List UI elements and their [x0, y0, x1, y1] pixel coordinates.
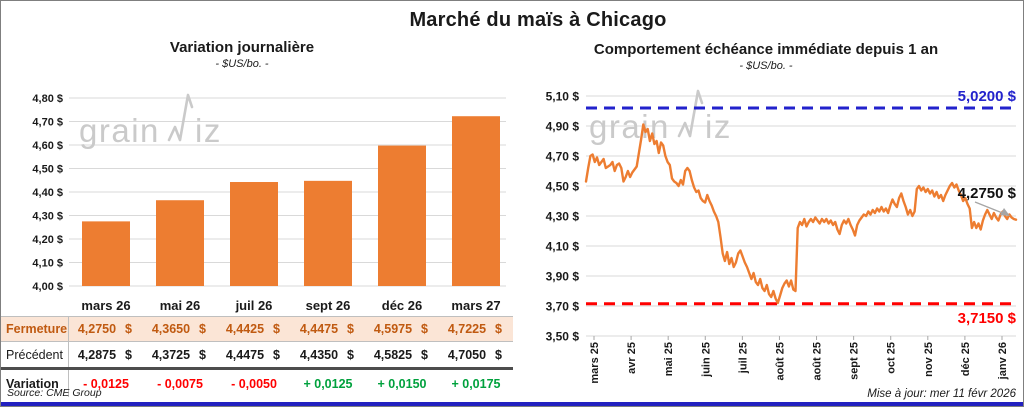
- svg-text:4,20 $: 4,20 $: [32, 234, 63, 246]
- page-title: Marché du maïs à Chicago: [409, 9, 667, 31]
- bar-chart-subtitle: - $US/bo. -: [215, 58, 269, 70]
- table-header-row: mars 26 mai 26 juil 26 sept 26 déc 26 ma…: [1, 295, 513, 316]
- line-chart-grid: 5,10 $ 4,90 $ 4,70 $ 4,50 $ 4,30 $ 4,10 $ 3,90…: [546, 90, 1016, 344]
- close-value: 4,5975 $: [373, 322, 428, 336]
- close-value: 4,4425 $: [225, 322, 280, 336]
- svg-text:iz: iz: [705, 108, 732, 145]
- column-header: mars 27: [451, 298, 501, 313]
- bar-chart-grid: 4,80 $ 4,70 $ 4,60 $ 4,50 $ 4,40 $ 4,30 $ 4,20…: [32, 93, 506, 293]
- variation-value: + 0,0175: [451, 376, 501, 391]
- table-row-variation: Variation - 0,0125 - 0,0075 - 0,0050 + 0…: [1, 367, 513, 397]
- table-row-previous: Précédent 4,2875 $ 4,3725 $ 4,4475 $ 4,4350…: [1, 342, 513, 367]
- close-value: 4,7225 $: [447, 322, 502, 336]
- close-value: 4,2750 $: [77, 322, 132, 336]
- svg-text:4,10 $: 4,10 $: [32, 258, 63, 270]
- update-note: Mise à jour: mer 11 févr 2026: [867, 388, 1016, 400]
- svg-text:4,00 $: 4,00 $: [32, 281, 63, 293]
- svg-text:4,30 $: 4,30 $: [546, 210, 580, 224]
- column-header: mai 26: [159, 298, 201, 313]
- corner-cell: [1, 295, 69, 316]
- svg-text:4,50 $: 4,50 $: [546, 180, 580, 194]
- svg-text:4,90 $: 4,90 $: [546, 120, 580, 134]
- variation-value: + 0,0150: [377, 376, 427, 391]
- variation-value: + 0,0125: [303, 376, 353, 391]
- svg-text:grain: grain: [79, 112, 160, 149]
- column-header: mars 26: [81, 298, 131, 313]
- x-tick-label: nov 25: [923, 342, 935, 377]
- previous-value: 4,4475 $: [225, 347, 280, 362]
- svg-text:4,70 $: 4,70 $: [32, 117, 63, 129]
- lower-ref-label: 3,7150 $: [958, 310, 1017, 327]
- x-tick-label: janv 26: [997, 342, 1009, 380]
- bar-sept 26: [304, 180, 352, 286]
- daily-variation-bar-chart: 4,80 $ 4,70 $ 4,60 $ 4,50 $ 4,40 $ 4,30 $ 4,20…: [32, 93, 506, 293]
- bar-déc 26: [378, 145, 426, 286]
- x-axis-labels: mars 25 avr 25 mai 25 juin 25 juil 25 août 25…: [589, 336, 1009, 384]
- svg-text:4,40 $: 4,40 $: [32, 187, 63, 199]
- bottom-accent-bar: [1, 402, 1023, 406]
- bar-series: [82, 116, 500, 287]
- grainwiz-watermark-right: grain iz: [589, 89, 732, 145]
- grainwiz-watermark-left: grain iz: [79, 93, 222, 149]
- bar-juil 26: [230, 182, 278, 286]
- last-value-callout: 4,2750 $: [958, 185, 1017, 216]
- svg-text:3,70 $: 3,70 $: [546, 300, 580, 314]
- line-chart-title: Comportement échéance immédiate depuis 1…: [593, 41, 939, 58]
- bar-mars 26: [82, 221, 130, 286]
- table-row-close: Fermeture 4,2750 $ 4,3650 $ 4,4425 $ 4,4475…: [1, 316, 513, 342]
- x-tick-label: déc 25: [960, 342, 972, 376]
- close-value: 4,3650 $: [151, 322, 206, 336]
- x-tick-label: juil 25: [737, 342, 749, 374]
- svg-text:4,70 $: 4,70 $: [546, 150, 580, 164]
- previous-value: 4,4350 $: [299, 347, 354, 362]
- svg-text:4,30 $: 4,30 $: [32, 211, 63, 223]
- upper-ref-label: 5,0200 $: [958, 88, 1017, 105]
- svg-text:5,10 $: 5,10 $: [546, 90, 580, 104]
- column-header: déc 26: [381, 298, 423, 313]
- variation-value: - 0,0075: [157, 376, 203, 391]
- svg-text:3,90 $: 3,90 $: [546, 270, 580, 284]
- reference-lines: 5,0200 $ 3,7150 $: [586, 88, 1017, 327]
- svg-text:grain: grain: [589, 108, 670, 145]
- column-header: sept 26: [305, 298, 351, 313]
- x-tick-label: mai 25: [663, 342, 675, 376]
- x-tick-label: oct 25: [886, 342, 898, 374]
- quotes-table: mars 26 mai 26 juil 26 sept 26 déc 26 ma…: [1, 295, 513, 397]
- row-label-variation: Variation: [1, 370, 69, 397]
- previous-value: 4,3725 $: [151, 347, 206, 362]
- price-line: [584, 123, 1018, 305]
- bar-mai 26: [156, 200, 204, 286]
- x-tick-label: mars 25: [589, 342, 601, 384]
- last-value-label: 4,2750 $: [958, 185, 1017, 202]
- previous-value: 4,7050 $: [447, 347, 502, 362]
- close-value: 4,4475 $: [299, 322, 354, 336]
- svg-text:3,50 $: 3,50 $: [546, 330, 580, 344]
- column-header: juil 26: [235, 298, 273, 313]
- x-tick-label: avr 25: [626, 342, 638, 374]
- line-chart-subtitle: - $US/bo. -: [739, 60, 793, 72]
- svg-text:4,10 $: 4,10 $: [546, 240, 580, 254]
- x-tick-label: sept 25: [849, 342, 861, 380]
- x-tick-label: juin 25: [700, 342, 712, 378]
- svg-text:iz: iz: [195, 112, 222, 149]
- row-label-close: Fermeture: [1, 317, 69, 341]
- svg-text:4,80 $: 4,80 $: [32, 93, 63, 105]
- bar-chart-title: Variation journalière: [169, 39, 315, 56]
- x-tick-label: août 25: [812, 342, 824, 381]
- variation-value: - 0,0050: [231, 376, 277, 391]
- variation-value: - 0,0125: [83, 376, 129, 391]
- svg-text:4,50 $: 4,50 $: [32, 164, 63, 176]
- previous-value: 4,2875 $: [77, 347, 132, 362]
- x-tick-label: août 25: [774, 342, 786, 381]
- previous-value: 4,5825 $: [373, 347, 428, 362]
- row-label-previous: Précédent: [1, 342, 69, 367]
- svg-text:4,60 $: 4,60 $: [32, 140, 63, 152]
- front-month-line-chart: 5,10 $ 4,90 $ 4,70 $ 4,50 $ 4,30 $ 4,10 $ 3,90…: [546, 88, 1018, 384]
- source-note: Source: CME Group: [7, 387, 102, 399]
- bar-mars 27: [452, 116, 500, 287]
